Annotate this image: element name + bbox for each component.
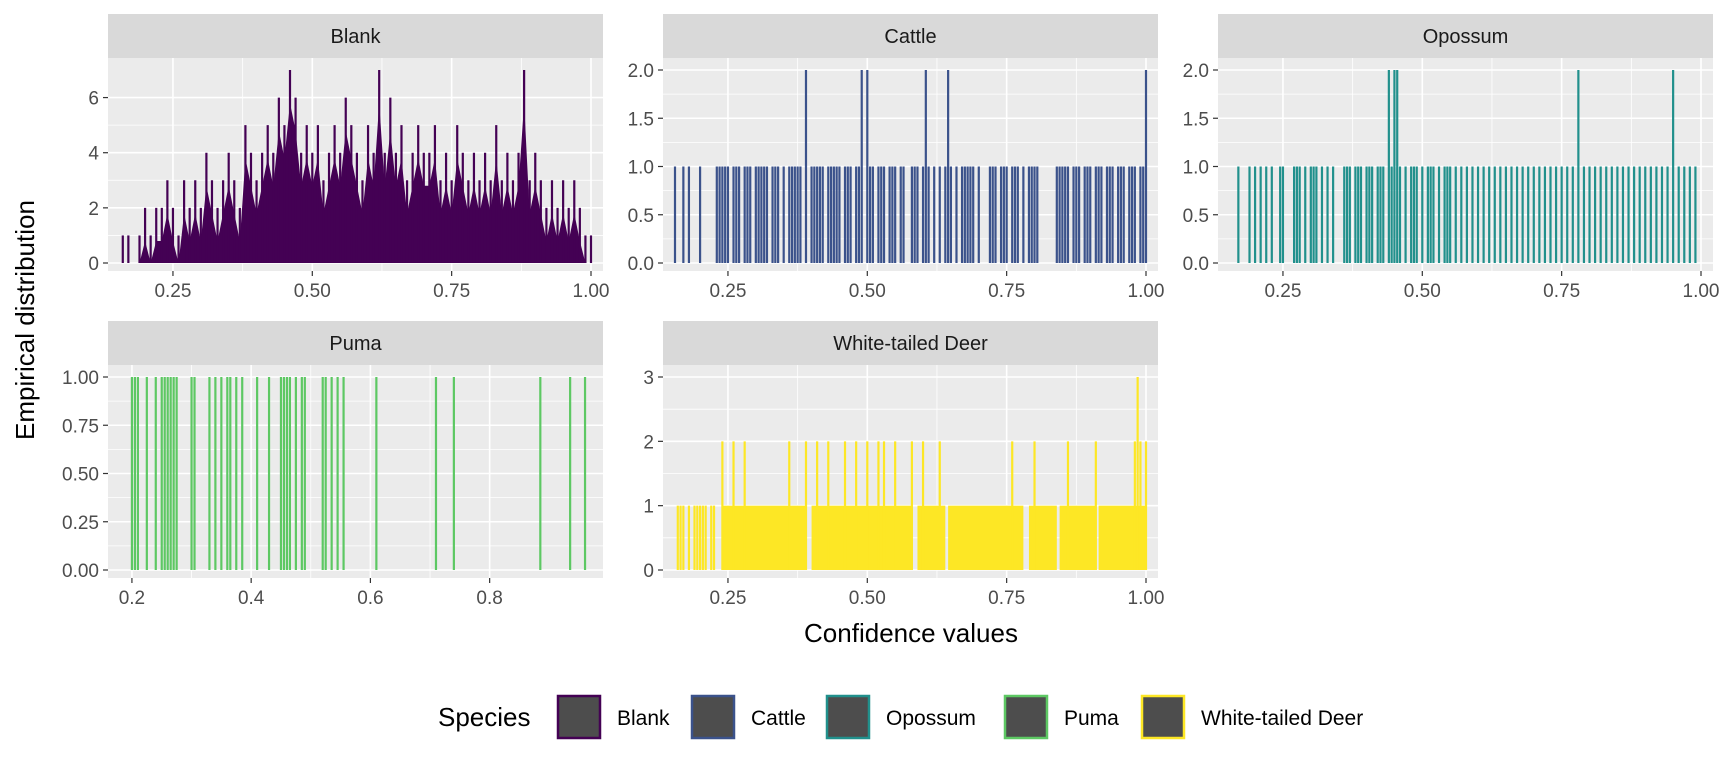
facet-strip-title: Cattle: [884, 26, 936, 48]
facet-strip-title: Puma: [329, 333, 382, 355]
y-tick-label: 4: [88, 144, 99, 165]
y-tick-label: 0: [88, 254, 99, 275]
y-tick-label: 0.25: [62, 513, 99, 534]
x-axis-title: Confidence values: [804, 618, 1018, 648]
facet-strip: [663, 14, 1158, 58]
facet-cattle: Cattle 0.0 0.5 1.0 1.5 2.0 0.25 0.50 0.75 1.00: [628, 14, 1165, 302]
x-tick-label: 0.25: [709, 588, 746, 609]
y-tick-label: 1: [643, 497, 654, 518]
count-fill: [917, 505, 946, 570]
y-tick-label: 6: [88, 89, 99, 110]
y-axis-title: Empirical distribution: [10, 200, 40, 440]
count-fill: [811, 505, 912, 570]
y-tick-label: 2.0: [1183, 61, 1209, 82]
legend-item-white-tailed-deer: White-tailed Deer: [1140, 694, 1363, 740]
x-tick-label: 0.75: [988, 588, 1025, 609]
y-tick-label: 1.00: [62, 368, 99, 389]
legend-label: Opossum: [886, 707, 976, 730]
y-tick-label: 0.50: [62, 465, 99, 486]
legend-key: [690, 694, 736, 740]
y-tick-label: 0.00: [62, 561, 99, 582]
legend-label: Puma: [1064, 707, 1119, 730]
x-tick-label: 0.50: [294, 281, 331, 302]
x-tick-label: 0.25: [154, 281, 191, 302]
facet-blank: Blank 0 2 4 6 0.25 0.50 0.75 1.00: [88, 14, 609, 302]
x-tick-label: 0.75: [433, 281, 470, 302]
facet-strip: [1218, 14, 1713, 58]
facet-strip-title: White-tailed Deer: [833, 333, 988, 355]
count-fill: [1059, 505, 1096, 570]
facet-strip: [108, 14, 603, 58]
x-tick-label: 0.50: [849, 281, 886, 302]
facet-puma: Puma 0.00 0.25 0.50 0.75 1.00 0.2 0.4 0.6 0.8: [62, 321, 603, 609]
x-tick-label: 1.00: [573, 281, 610, 302]
x-tick-label: 1.00: [1128, 281, 1165, 302]
legend-key: [1003, 694, 1049, 740]
x-tick-label: 0.50: [1404, 281, 1441, 302]
y-tick-label: 0.5: [1183, 206, 1209, 227]
legend: Species Blank Cattle Opossum Puma White-tail…: [438, 694, 1363, 740]
legend-key: [556, 694, 602, 740]
y-tick-label: 0.0: [628, 254, 654, 275]
legend-label: White-tailed Deer: [1201, 707, 1363, 730]
facet-strip-title: Blank: [330, 26, 381, 48]
legend-label: Cattle: [751, 707, 806, 730]
y-tick-label: 1.5: [1183, 109, 1209, 130]
y-tick-label: 2: [643, 432, 654, 453]
y-tick-label: 0: [643, 561, 654, 582]
y-tick-label: 1.0: [1183, 158, 1209, 179]
facet-strip-title: Opossum: [1423, 26, 1509, 48]
facet-white-tailed-deer: White-tailed Deer 0 1 2 3 0.25 0.50 0.75 1.00: [643, 321, 1164, 609]
y-tick-label: 1.5: [628, 109, 654, 130]
x-tick-label: 0.2: [119, 588, 145, 609]
x-tick-label: 0.75: [1543, 281, 1580, 302]
facet-opossum: Opossum 0.0 0.5 1.0 1.5 2.0 0.25 0.50 0.75 1.00: [1183, 14, 1720, 302]
facet-strip: [108, 321, 603, 365]
legend-item-puma: Puma: [1003, 694, 1119, 740]
y-tick-label: 2.0: [628, 61, 654, 82]
x-tick-label: 0.25: [1264, 281, 1301, 302]
facet-strip: [663, 321, 1158, 365]
y-tick-label: 3: [643, 368, 654, 389]
legend-item-blank: Blank: [556, 694, 670, 740]
x-tick-label: 0.6: [357, 588, 383, 609]
y-tick-label: 0.0: [1183, 254, 1209, 275]
y-tick-label: 0.75: [62, 416, 99, 437]
x-tick-label: 0.4: [238, 588, 265, 609]
count-fill: [1098, 505, 1146, 570]
count-fill: [722, 505, 806, 570]
legend-title: Species: [438, 702, 531, 732]
count-fill: [948, 505, 1024, 570]
legend-item-cattle: Cattle: [690, 694, 806, 740]
legend-key: [1140, 694, 1186, 740]
legend-key: [825, 694, 871, 740]
count-fill: [1028, 505, 1057, 570]
y-tick-label: 2: [88, 199, 99, 220]
x-tick-label: 1.00: [1683, 281, 1720, 302]
y-tick-label: 0.5: [628, 206, 654, 227]
legend-item-opossum: Opossum: [825, 694, 976, 740]
x-tick-label: 0.75: [988, 281, 1025, 302]
x-tick-label: 0.25: [709, 281, 746, 302]
x-tick-label: 0.50: [849, 588, 886, 609]
legend-label: Blank: [617, 707, 670, 730]
y-tick-label: 1.0: [628, 158, 654, 179]
x-tick-label: 0.8: [476, 588, 502, 609]
x-tick-label: 1.00: [1128, 588, 1165, 609]
